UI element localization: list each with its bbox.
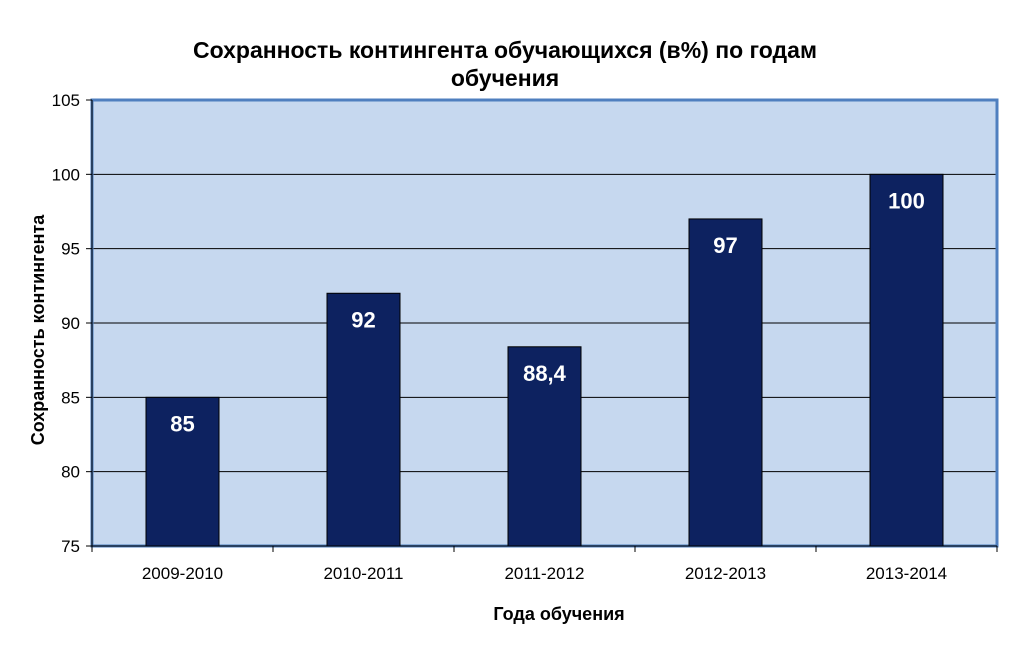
chart-title-line-2: обучения — [451, 65, 559, 91]
data-label: 97 — [713, 233, 737, 258]
y-tick-label: 85 — [61, 388, 80, 407]
y-axis-ticks: 75 80 85 90 95 100 105 — [52, 91, 92, 556]
bar — [869, 173, 944, 547]
x-axis-title: Года обучения — [493, 604, 624, 624]
data-label: 88,4 — [523, 361, 567, 386]
bar — [145, 396, 220, 547]
data-label: 92 — [351, 307, 375, 332]
x-tick-label: 2012-2013 — [685, 564, 766, 583]
x-tick-label: 2013-2014 — [866, 564, 947, 583]
x-axis-ticks: 2009-2010 2010-2011 2011-2012 2012-2013 2013… — [91, 546, 998, 583]
y-tick-label: 105 — [52, 91, 80, 110]
bar-labels: 85 92 88,4 97 100 — [170, 188, 925, 436]
y-tick-label: 90 — [61, 314, 80, 333]
bar — [326, 292, 401, 547]
x-tick-label: 2010-2011 — [323, 564, 403, 583]
y-axis-title: Сохранность контингента — [28, 214, 48, 446]
data-label: 85 — [170, 411, 194, 436]
bars — [145, 173, 944, 547]
x-tick-label: 2011-2012 — [504, 564, 584, 583]
y-tick-label: 95 — [61, 240, 80, 259]
data-label: 100 — [888, 188, 925, 213]
bar — [507, 346, 582, 547]
y-tick-label: 100 — [52, 165, 80, 184]
y-tick-label: 80 — [61, 463, 80, 482]
x-tick-label: 2009-2010 — [142, 564, 223, 583]
y-tick-label: 75 — [61, 537, 80, 556]
bar — [688, 218, 763, 547]
chart-title-line-1: Сохранность контингента обучающихся (в%)… — [193, 37, 817, 63]
